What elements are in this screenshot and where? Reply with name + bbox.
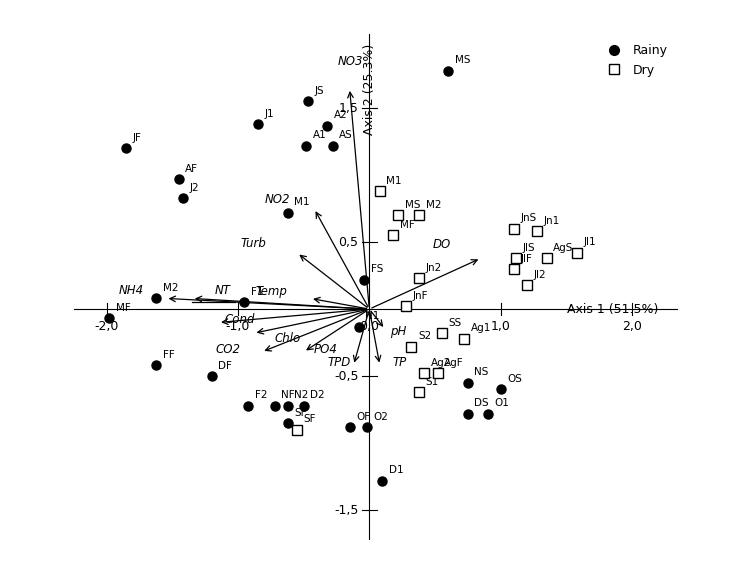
Text: Ag2: Ag2 (431, 358, 452, 368)
Text: -2,0: -2,0 (94, 320, 119, 333)
Text: NS: NS (475, 367, 489, 378)
Text: TPD: TPD (328, 356, 351, 369)
Text: M2: M2 (163, 283, 178, 293)
Text: Ag1: Ag1 (470, 323, 491, 333)
Text: JnS: JnS (520, 214, 537, 223)
Text: F2: F2 (255, 390, 268, 400)
Text: DF: DF (218, 360, 232, 371)
Text: Jl1: Jl1 (584, 238, 596, 247)
Text: 0,5: 0,5 (338, 235, 358, 249)
Text: AF: AF (186, 164, 198, 174)
Text: Turb: Turb (241, 237, 267, 250)
Text: Temp: Temp (256, 285, 288, 298)
Text: NT: NT (214, 284, 230, 297)
Text: Jn2: Jn2 (426, 263, 442, 273)
Text: D2: D2 (310, 390, 325, 400)
Text: JnF: JnF (413, 291, 428, 301)
Text: S1: S1 (426, 377, 439, 387)
Text: M2: M2 (426, 200, 441, 210)
Text: NF: NF (282, 390, 295, 400)
Text: MS: MS (455, 55, 470, 65)
Text: O2: O2 (373, 412, 388, 422)
Text: Axis 2 (25.3%): Axis 2 (25.3%) (363, 44, 376, 135)
Text: M1: M1 (294, 197, 310, 207)
Text: CO2: CO2 (215, 343, 240, 356)
Text: A1: A1 (312, 130, 326, 140)
Text: 2,0: 2,0 (622, 320, 642, 333)
Text: JlF: JlF (520, 254, 532, 263)
Text: O1: O1 (494, 398, 509, 408)
Text: -1,0: -1,0 (226, 320, 250, 333)
Text: Chlo: Chlo (275, 332, 301, 345)
Text: AS: AS (339, 130, 353, 140)
Text: M1: M1 (386, 176, 402, 186)
Text: D1: D1 (389, 466, 404, 475)
Text: 0,0: 0,0 (360, 320, 380, 333)
Text: MF: MF (116, 303, 130, 313)
Text: 1,0: 1,0 (491, 320, 511, 333)
Text: NO3: NO3 (338, 55, 363, 68)
Text: JS: JS (314, 86, 324, 96)
Text: Jn1: Jn1 (544, 216, 560, 226)
Text: S2: S2 (418, 331, 431, 342)
Text: OS: OS (507, 374, 522, 384)
Text: FS: FS (371, 264, 383, 274)
Text: SS: SS (448, 318, 461, 328)
Text: TP: TP (393, 356, 408, 369)
Text: MS: MS (405, 200, 420, 210)
Text: SF: SF (304, 414, 316, 424)
Text: N1: N1 (366, 311, 380, 321)
Text: -0,5: -0,5 (334, 370, 358, 383)
Text: DS: DS (475, 398, 489, 408)
Legend: Rainy, Dry: Rainy, Dry (598, 41, 672, 80)
Text: Cond: Cond (225, 313, 255, 327)
Text: AgF: AgF (444, 358, 464, 368)
Text: DO: DO (433, 238, 451, 251)
Text: -1,5: -1,5 (334, 503, 358, 517)
Text: PO4: PO4 (314, 343, 338, 356)
Text: NO2: NO2 (265, 193, 290, 205)
Text: FF: FF (163, 350, 175, 360)
Text: 1,5: 1,5 (338, 102, 358, 115)
Text: MF: MF (399, 220, 414, 230)
Text: J2: J2 (189, 183, 199, 192)
Text: SF: SF (294, 408, 307, 418)
Text: OF: OF (356, 412, 370, 422)
Text: AgS: AgS (553, 243, 573, 253)
Text: JlS: JlS (523, 243, 536, 253)
Text: A2: A2 (334, 110, 348, 120)
Text: F1: F1 (251, 287, 264, 297)
Text: J1: J1 (264, 109, 274, 119)
Text: Axis 1 (51.5%): Axis 1 (51.5%) (567, 302, 658, 316)
Text: JF: JF (133, 133, 142, 143)
Text: N2: N2 (294, 390, 309, 400)
Text: pH: pH (391, 325, 407, 339)
Text: Jl2: Jl2 (534, 270, 546, 280)
Text: NH4: NH4 (118, 284, 143, 297)
